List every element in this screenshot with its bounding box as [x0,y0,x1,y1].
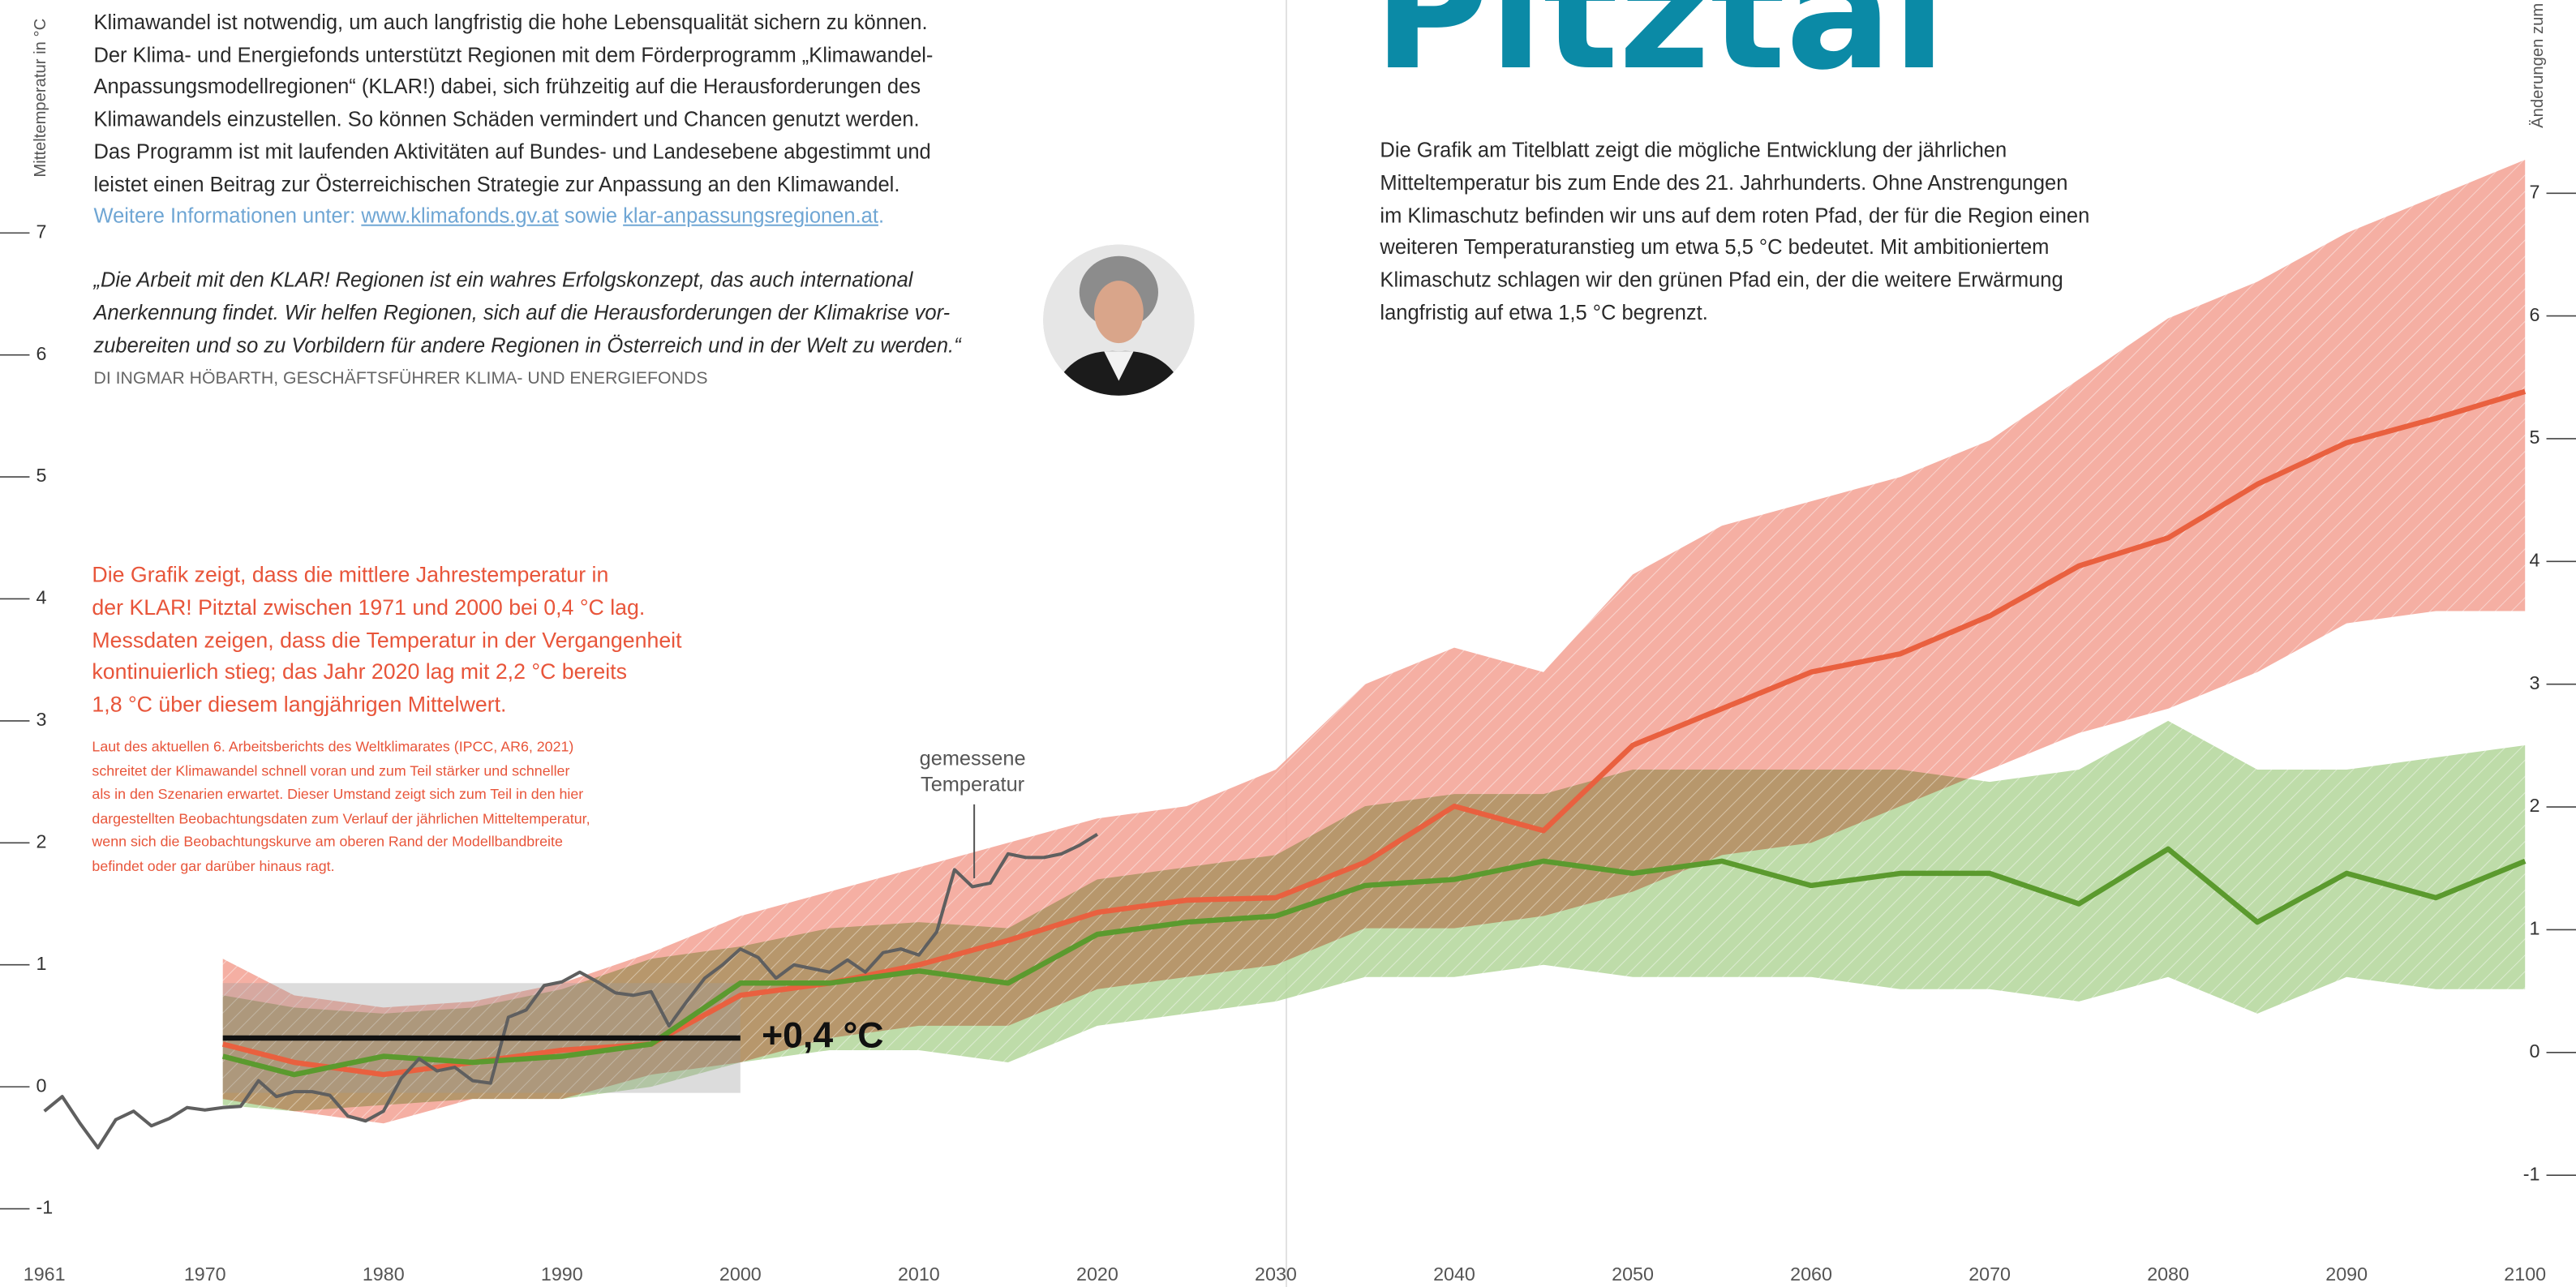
paragraph-line: Das Programm ist mit laufenden Aktivität… [93,142,930,162]
y-tick-label: 4 [36,587,47,608]
y-tick-label: 1 [36,953,47,974]
more-info-middle: sowie [565,204,617,227]
x-tick-label: 1990 [541,1263,583,1285]
footnote-line: dargestellten Beobachtungsdaten zum Verl… [92,811,590,826]
paragraph-line: im Klimaschutz befinden wir uns auf dem … [1380,206,2089,226]
portrait [1043,245,1194,396]
paragraph-line: Der Klima- und Energiefonds unterstützt … [93,45,933,65]
x-tick-label: 1970 [184,1263,226,1285]
x-tick-label: 2000 [719,1263,762,1285]
paragraph-line: Klimawandel ist notwendig, um auch langf… [93,13,927,33]
y2-tick-label: 5 [2529,427,2540,448]
title: Pitztal [1373,0,1946,92]
paragraph-line: langfristig auf etwa 1,5 °C begrenzt. [1380,303,1707,324]
x-tick-label: 2090 [2325,1263,2368,1285]
x-tick-label: 1980 [363,1263,405,1285]
y2-axis-label: Änderungen zum [2529,3,2547,128]
paragraph-line: Die Grafik am Titelblatt zeigt die mögli… [1380,140,2007,161]
footnote-line: befindet oder gar darüber hinaus ragt. [92,859,334,873]
paragraph-line: Mitteltemperatur bis zum Ende des 21. Ja… [1380,174,2067,194]
y2-tick-label: -1 [2523,1163,2540,1184]
paragraph-line: weiteren Temperaturanstieg um etwa 5,5 °… [1380,238,2049,259]
annotation: gemessene Temperatur [897,747,1048,798]
x-tick-label: 2080 [2147,1263,2189,1285]
link[interactable]: klar-anpassungsregionen.at [623,204,878,227]
paragraph-line: Anpassungsmodellregionen“ (KLAR!) dabei,… [93,77,921,97]
x-tick-label: 2100 [2504,1263,2546,1285]
note-line: Messdaten zeigen, dass die Temperatur in… [92,628,681,650]
x-tick-label: 2060 [1790,1263,1832,1285]
y-tick-label: 7 [36,221,47,242]
quote-line: „Die Arbeit mit den KLAR! Regionen ist e… [93,270,912,290]
x-tick-label: 2030 [1255,1263,1297,1285]
y-tick-label: 0 [36,1075,47,1096]
y-tick-label: 6 [36,343,47,364]
note-line: Die Grafik zeigt, dass die mittlere Jahr… [92,564,608,586]
more-info: Weitere Informationen unter: www.klimafo… [93,206,884,226]
paragraph-line: Klimawandels einzustellen. So können Sch… [93,109,919,130]
more-info-suffix: . [878,204,884,227]
x-tick-label: 1961 [24,1263,66,1285]
paragraph-line: Klimaschutz schlagen wir den grünen Pfad… [1380,271,2063,291]
y-tick-label: 3 [36,709,47,730]
y2-tick-label: 3 [2529,672,2540,693]
quote-line: Anerkennung findet. Wir helfen Regionen,… [93,303,950,324]
footnote-line: als in den Szenarien erwartet. Dieser Um… [92,787,583,802]
quote-line: zubereiten und so zu Vorbildern für ande… [93,336,960,356]
note-line: 1,8 °C über diesem langjährigen Mittelwe… [92,693,506,715]
quote-attribution: DI INGMAR HÖBARTH, GESCHÄFTSFÜHRER KLIMA… [93,371,707,388]
footnote-line: schreitet der Klimawandel schnell voran … [92,763,569,778]
y2-tick-label: 2 [2529,795,2540,816]
x-tick-label: 2050 [1612,1263,1654,1285]
paragraph-line: leistet einen Beitrag zur Österreichisch… [93,174,899,195]
y2-tick-label: 6 [2529,304,2540,325]
footnote-line: Laut des aktuellen 6. Arbeitsberichts de… [92,740,573,754]
y-axis-label: Mitteltemperatur in °C [32,19,49,178]
y2-tick-label: 4 [2529,550,2540,571]
y2-tick-label: 7 [2529,181,2540,202]
spread: Mitteltemperatur in °C Änderungen zum -1… [0,0,2576,1287]
y-tick-label: 5 [36,465,47,486]
note-line: kontinuierlich stieg; das Jahr 2020 lag … [92,661,627,683]
page: Mitteltemperatur in °C Änderungen zum -1… [0,0,2576,1287]
y-tick-label: 2 [36,830,47,852]
reference-label: +0,4 °C [762,1016,883,1056]
x-tick-label: 2040 [1433,1263,1475,1285]
y2-tick-label: 0 [2529,1040,2540,1062]
y-tick-label: -1 [36,1197,54,1218]
link[interactable]: www.klimafonds.gv.at [361,204,558,227]
x-tick-label: 2070 [1968,1263,2011,1285]
more-info-prefix: Weitere Informationen unter: [93,204,355,227]
x-tick-label: 2010 [898,1263,940,1285]
y2-tick-label: 1 [2529,918,2540,939]
footnote-line: wenn sich die Beobachtungskurve am obere… [92,835,562,850]
x-tick-label: 2020 [1076,1263,1118,1285]
note-line: der KLAR! Pitztal zwischen 1971 und 2000… [92,596,645,618]
